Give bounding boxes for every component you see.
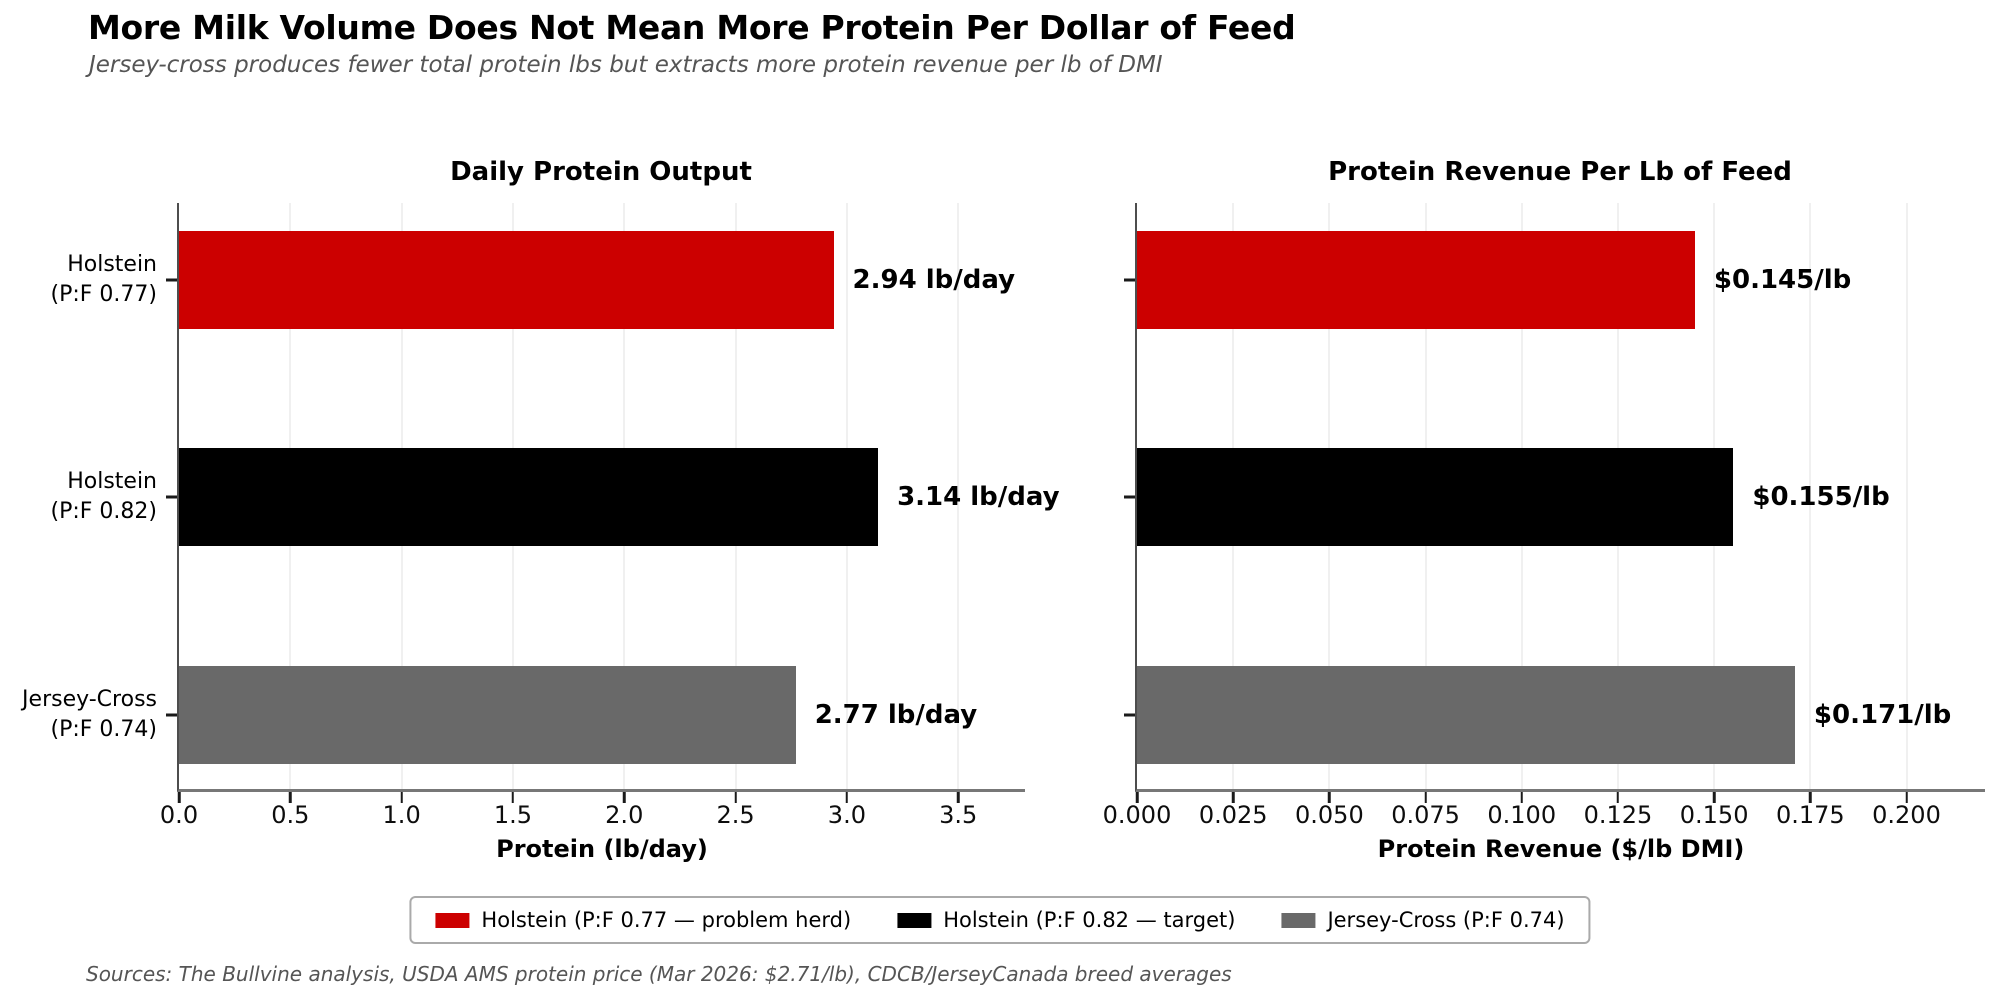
category-label-jersey-cross-p-f-0-74: Jersey-Cross (P:F 0.74) <box>0 685 157 745</box>
x-axis-tick <box>1231 792 1235 803</box>
x-tick-label: 0.5 <box>271 801 310 829</box>
x-tick-label: 0.125 <box>1583 801 1653 829</box>
x-tick-label: 0.175 <box>1775 801 1845 829</box>
legend-item-holstein-p-f-0-82-target: Holstein (P:F 0.82 — target) <box>897 908 1235 932</box>
legend-item-jersey-cross-p-f-0-74: Jersey-Cross (P:F 0.74) <box>1281 908 1565 932</box>
x-axis-tick <box>1905 792 1908 803</box>
category-label-line1: Holstein <box>67 251 157 277</box>
x-axis-label: Protein Revenue ($/lb DMI) <box>1377 835 1745 863</box>
x-tick-label: 0.0 <box>159 801 199 829</box>
category-label-holstein-p-f-0-77: Holstein (P:F 0.77) <box>0 250 157 310</box>
x-axis-tick <box>1135 792 1139 803</box>
gridline <box>1809 203 1812 789</box>
x-tick-label: 3.0 <box>827 801 866 829</box>
x-axis-tick <box>845 792 849 803</box>
bar-holstein-p-f-0-77 <box>179 230 834 329</box>
subplot-title: Protein Revenue Per Lb of Feed <box>1328 157 1792 187</box>
x-axis-tick <box>511 792 515 803</box>
y-axis-tick <box>1124 713 1135 717</box>
legend-label: Holstein (P:F 0.82 — target) <box>943 908 1236 932</box>
x-axis-tick <box>289 792 292 803</box>
y-axis-tick <box>166 495 177 499</box>
category-label-holstein-p-f-0-82: Holstein (P:F 0.82) <box>0 467 157 527</box>
y-axis-tick <box>166 278 177 282</box>
figure-title: More Milk Volume Does Not Mean More Prot… <box>88 8 1296 47</box>
bar-value-label: $0.145/lb <box>1713 264 1852 295</box>
x-tick-label: 0.100 <box>1487 801 1557 829</box>
figure-subtitle: Jersey-cross produces fewer total protei… <box>89 52 1163 78</box>
x-tick-label: 0.025 <box>1198 801 1268 829</box>
x-tick-label: 0.200 <box>1872 801 1941 829</box>
x-axis-tick <box>1809 792 1812 803</box>
x-axis-tick <box>623 792 626 803</box>
legend-swatch <box>1281 912 1316 928</box>
legend-swatch <box>435 912 470 928</box>
category-label-line2: (P:F 0.74) <box>50 716 157 742</box>
x-axis-tick <box>1328 792 1331 803</box>
category-label-line1: Jersey-Cross <box>22 686 157 712</box>
bar-value-label: 2.94 lb/day <box>852 264 1016 295</box>
subplot-title: Daily Protein Output <box>450 157 752 187</box>
x-tick-label: 3.5 <box>939 801 978 829</box>
x-axis-tick <box>1712 792 1716 803</box>
bar-holstein-p-f-0-77 <box>1137 230 1695 329</box>
x-tick-label: 0.050 <box>1295 801 1364 829</box>
plot-area: 2.94 lb/day Holstein (P:F 0.77) 3.14 lb/day… <box>22 203 1060 863</box>
plot-area: $0.145/lb $0.155/lb $0.171/lb 0.000 0.025 0.0… <box>1103 203 1985 863</box>
x-axis-tick <box>1616 792 1620 803</box>
legend-label: Jersey-Cross (P:F 0.74) <box>1327 908 1565 932</box>
x-axis-tick <box>1520 792 1523 803</box>
x-axis-tick <box>177 792 181 803</box>
bar-value-label: 2.77 lb/day <box>814 699 978 730</box>
category-label-line2: (P:F 0.77) <box>50 281 157 307</box>
x-tick-label: 0.150 <box>1679 801 1749 829</box>
gridline <box>957 203 960 789</box>
bar-value-label: $0.171/lb <box>1813 699 1952 730</box>
category-label-line1: Holstein <box>67 468 157 494</box>
bar-value-label: $0.155/lb <box>1752 481 1890 512</box>
legend: Holstein (P:F 0.77 — problem herd) Holste… <box>409 896 1591 944</box>
bar-jersey-cross-p-f-0-74 <box>179 665 796 764</box>
subplot-protein-revenue-per-lb-feed: Protein Revenue Per Lb of Feed $0.145/lb $… <box>1103 157 1985 863</box>
x-axis-tick <box>956 792 960 803</box>
x-axis-label: Protein (lb/day) <box>496 835 708 863</box>
category-label-line2: (P:F 0.82) <box>50 498 157 524</box>
subplot-daily-protein-output: Daily Protein Output 2.94 lb/day Holstein (… <box>22 157 1060 863</box>
x-tick-label: 2.5 <box>716 801 755 829</box>
gridline <box>1905 203 1908 789</box>
y-axis-tick <box>1124 278 1135 282</box>
bar-value-label: 3.14 lb/day <box>897 481 1060 512</box>
x-tick-label: 0.075 <box>1391 801 1460 829</box>
x-axis-tick <box>400 792 403 803</box>
y-axis-tick <box>166 713 177 717</box>
bar-holstein-p-f-0-82 <box>1137 447 1734 546</box>
y-axis-tick <box>1124 495 1135 499</box>
bar-jersey-cross-p-f-0-74 <box>1137 665 1795 764</box>
legend-swatch <box>897 912 932 928</box>
bar-holstein-p-f-0-82 <box>179 447 879 546</box>
legend-item-holstein-p-f-0-77-problem-herd: Holstein (P:F 0.77 — problem herd) <box>435 908 851 932</box>
x-tick-label: 0.000 <box>1102 801 1172 829</box>
legend-label: Holstein (P:F 0.77 — problem herd) <box>481 908 852 932</box>
x-tick-label: 1.5 <box>493 801 533 829</box>
x-tick-label: 1.0 <box>382 801 421 829</box>
source-note: Sources: The Bullvine analysis, USDA AMS… <box>86 962 1232 986</box>
x-axis-tick <box>1424 792 1427 803</box>
x-axis-tick <box>734 792 737 803</box>
x-tick-label: 2.0 <box>605 801 644 829</box>
